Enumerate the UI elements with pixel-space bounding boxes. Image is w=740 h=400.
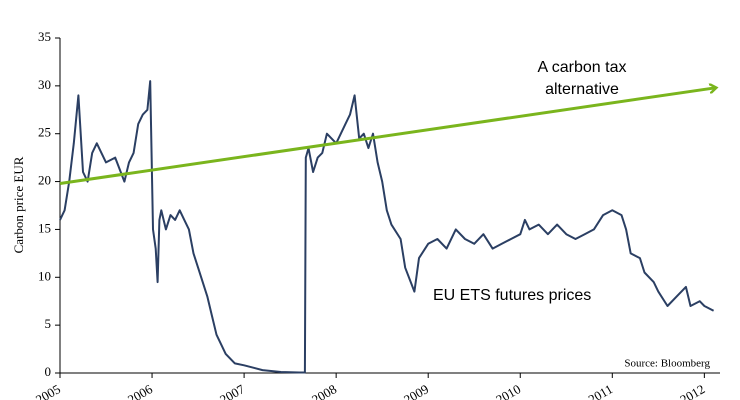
source: Source: Bloomberg (624, 358, 710, 370)
x-tick-label: 2011 (586, 381, 616, 400)
x-tick-label: 2007 (217, 381, 247, 400)
x-tick-label: 2012 (677, 381, 707, 400)
y-tick-label: 25 (38, 125, 51, 140)
y-tick-label: 5 (45, 316, 52, 331)
series-line (59, 80, 715, 374)
arrow (59, 88, 715, 185)
y-tick-label: 35 (38, 29, 51, 44)
series-label: EU ETS futures prices (433, 287, 591, 304)
y-tick-label: 15 (38, 220, 51, 235)
x-tick-label: 2009 (401, 381, 431, 400)
y-tick-label: 10 (38, 268, 51, 283)
x-tick-label: 2010 (493, 381, 523, 400)
series-label: A carbon tax alternative (538, 59, 627, 98)
x-tick-label: 2008 (309, 381, 339, 400)
x-tick-label: 2006 (125, 381, 155, 400)
x-tick-label: 2005 (33, 381, 63, 400)
y-tick-label: 20 (38, 173, 51, 188)
y-axis-label: Carbon price EUR (11, 156, 26, 253)
y-tick-label: 0 (45, 364, 52, 379)
y-tick-label: 30 (38, 77, 51, 92)
